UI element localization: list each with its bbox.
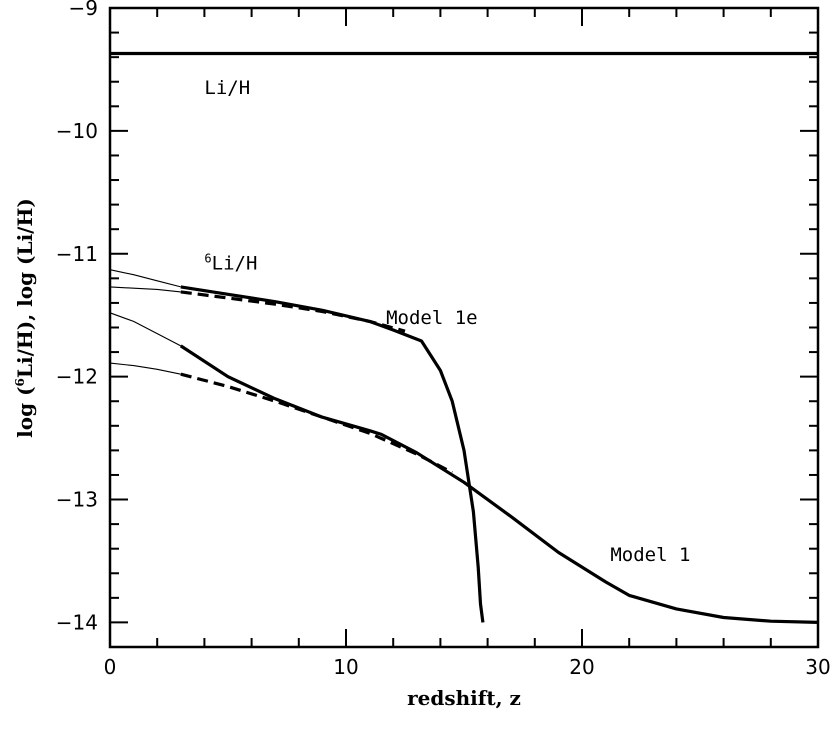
x-tick-label: 20 xyxy=(569,655,594,679)
annotation-2: 6Li/H xyxy=(204,252,257,275)
series-line-7 xyxy=(180,372,453,474)
series-line-9 xyxy=(109,362,181,375)
x-tick-label: 30 xyxy=(805,655,830,679)
y-tick-label: −11 xyxy=(56,242,98,266)
series-line-4 xyxy=(109,269,181,288)
series-line-3 xyxy=(180,290,406,333)
y-axis-title-sup: 6 xyxy=(13,378,27,386)
series-layer xyxy=(109,51,819,624)
series-line-5 xyxy=(109,286,181,293)
y-tick-label: −12 xyxy=(56,365,98,389)
x-tick-label: 10 xyxy=(333,655,358,679)
x-axis-title: redshift, z xyxy=(407,686,521,710)
annotation-sup: 6 xyxy=(204,252,211,266)
y-tick-label: −14 xyxy=(56,610,98,634)
y-tick-label: −9 xyxy=(69,0,98,20)
series-line-8 xyxy=(109,312,182,347)
y-axis-title: log (6Li/H), log (Li/H) xyxy=(13,198,37,438)
axes-layer xyxy=(108,6,820,649)
y-tick-label: −10 xyxy=(56,119,98,143)
series-line-2 xyxy=(180,285,485,623)
x-tick-label: 0 xyxy=(104,655,117,679)
annotation-3: Model 1e xyxy=(386,307,478,329)
annotation-1: Li/H xyxy=(204,77,250,99)
y-axis-title-prefix: log ( xyxy=(13,386,37,437)
series-line-6 xyxy=(179,344,819,624)
annotation-4: Model 1 xyxy=(610,544,690,566)
y-axis-title-suffix: Li/H), log (Li/H) xyxy=(13,198,37,378)
y-tick-label: −13 xyxy=(56,488,98,512)
annotation-text: Li/H xyxy=(212,253,258,275)
